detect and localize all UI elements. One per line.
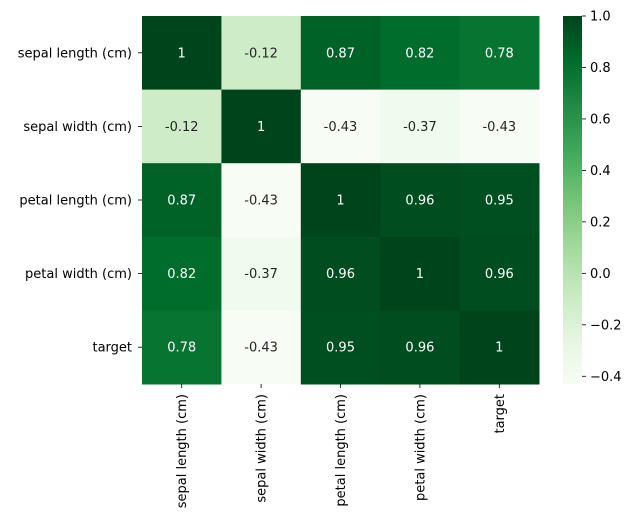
- column-label-sepal-length-cm: sepal length (cm): [175, 394, 190, 508]
- colorbar: −0.4 −0.2 0.0 0.2 0.4 0.6 0.8 1.0: [563, 10, 622, 385]
- heatmap-cell-4-1: [221, 310, 302, 385]
- cell-annotation-0-1: -0.12: [244, 46, 278, 61]
- cell-annotation-3-3: 1: [416, 267, 424, 282]
- cell-annotation-3-1: -0.37: [244, 267, 278, 282]
- heatmap-cell-0-0: [142, 16, 222, 91]
- cell-annotation-4-0: 0.78: [167, 341, 196, 356]
- heatmap-cell-1-1: [221, 89, 302, 164]
- column-label-petal-width-cm: petal width (cm): [413, 394, 428, 501]
- heatmap-cell-3-0: [142, 236, 222, 311]
- column-label-petal-length-cm: petal length (cm): [334, 394, 349, 507]
- cell-annotation-2-4: 0.95: [485, 194, 514, 209]
- heatmap-cell-1-0: [142, 89, 222, 164]
- cell-annotation-3-2: 0.96: [326, 267, 355, 282]
- colorbar-tick-label-5: 0.6: [590, 112, 611, 127]
- row-label-sepal-width-cm: sepal width (cm): [23, 120, 132, 135]
- cell-annotation-4-1: -0.43: [244, 341, 278, 356]
- colorbar-tick-label-4: 0.4: [590, 164, 611, 179]
- heatmap-cell-0-1: [221, 16, 302, 91]
- colorbar-tick-label-1: −0.2: [590, 318, 622, 333]
- heatmap-cell-1-2: [300, 89, 381, 164]
- column-label-target: target: [493, 394, 508, 434]
- cell-annotation-2-0: 0.87: [167, 194, 196, 209]
- colorbar-tick-label-6: 0.8: [590, 61, 611, 76]
- heatmap-cells: 1 -0.12 0.87 0.82 0.78 -0.12 1 -0.43 -0.37 -0.43 0…: [142, 16, 540, 385]
- cell-annotation-2-3: 0.96: [405, 194, 434, 209]
- cell-annotation-0-3: 0.82: [405, 46, 434, 61]
- heatmap-cell-2-1: [221, 163, 302, 238]
- cell-annotation-0-2: 0.87: [326, 46, 355, 61]
- heatmap-cell-2-4: [459, 163, 540, 238]
- row-label-sepal-length-cm: sepal length (cm): [18, 46, 132, 61]
- row-tick-labels: sepal length (cm) sepal width (cm) petal l…: [18, 46, 142, 356]
- cell-annotation-2-1: -0.43: [244, 194, 278, 209]
- heatmap-cell-4-0: [142, 310, 222, 385]
- colorbar-tick-label-0: −0.4: [590, 370, 622, 385]
- cell-annotation-0-4: 0.78: [485, 46, 514, 61]
- heatmap-cell-4-4: [459, 310, 540, 385]
- cell-annotation-3-0: 0.82: [167, 267, 196, 282]
- row-label-target: target: [92, 341, 132, 356]
- cell-annotation-1-1: 1: [257, 120, 265, 135]
- heatmap-cell-4-2: [300, 310, 381, 385]
- row-label-petal-width-cm: petal width (cm): [25, 267, 132, 282]
- cell-annotation-1-0: -0.12: [165, 120, 199, 135]
- cell-annotation-4-2: 0.95: [326, 341, 355, 356]
- heatmap-cell-4-3: [380, 310, 461, 385]
- column-label-sepal-width-cm: sepal width (cm): [255, 394, 270, 503]
- cell-annotation-1-2: -0.43: [324, 120, 358, 135]
- heatmap-cell-1-3: [380, 89, 461, 164]
- cell-annotation-2-2: 1: [336, 194, 344, 209]
- column-tick-labels: sepal length (cm) sepal width (cm) petal l…: [175, 384, 508, 508]
- cell-annotation-4-4: 1: [495, 341, 503, 356]
- heatmap-cell-3-2: [300, 236, 381, 311]
- cell-annotation-1-3: -0.37: [403, 120, 437, 135]
- colorbar-tick-label-7: 1.0: [590, 10, 611, 25]
- heatmap-cell-0-3: [380, 16, 461, 91]
- heatmap-cell-0-2: [300, 16, 381, 91]
- colorbar-tick-label-3: 0.2: [590, 215, 611, 230]
- heatmap-cell-0-4: [459, 16, 540, 91]
- heatmap-cell-2-0: [142, 163, 222, 238]
- cell-annotation-1-4: -0.43: [482, 120, 516, 135]
- heatmap-cell-2-2: [300, 163, 381, 238]
- heatmap-cell-1-4: [459, 89, 540, 164]
- cell-annotation-4-3: 0.96: [405, 341, 434, 356]
- heatmap-cell-2-3: [380, 163, 461, 238]
- heatmap-cell-3-1: [221, 236, 302, 311]
- cell-annotation-3-4: 0.96: [485, 267, 514, 282]
- heatmap-cell-3-4: [459, 236, 540, 311]
- cell-annotation-0-0: 1: [178, 46, 186, 61]
- row-label-petal-length-cm: petal length (cm): [19, 194, 132, 209]
- colorbar-gradient: [563, 16, 582, 384]
- colorbar-tick-label-2: 0.0: [590, 267, 611, 282]
- heatmap-cell-3-3: [380, 236, 461, 311]
